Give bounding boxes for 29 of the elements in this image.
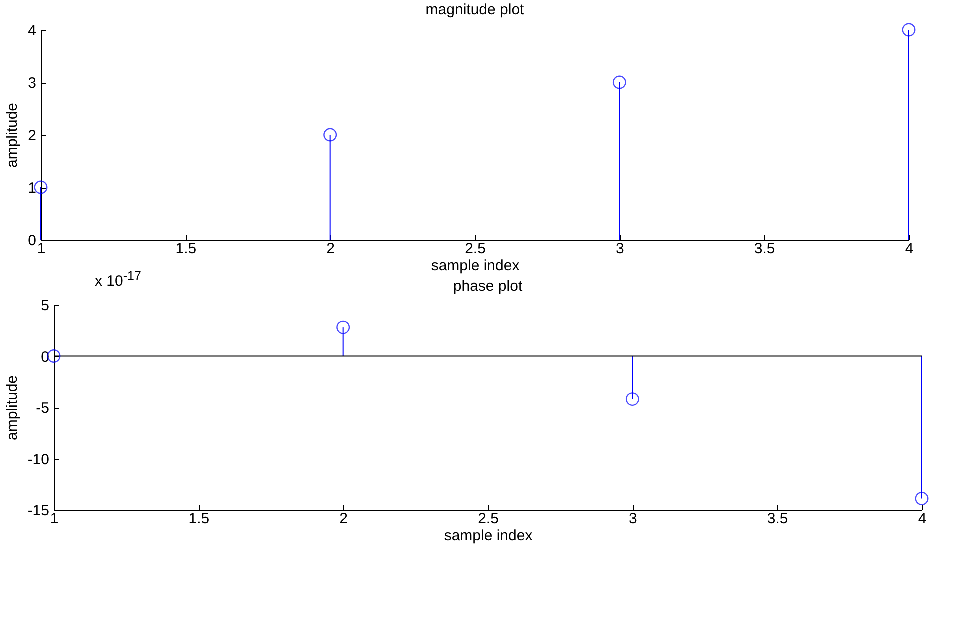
x-tick-label: 3.5 — [767, 510, 788, 528]
x-tick-label: 4 — [918, 510, 927, 528]
y-axis-title: amplitude — [4, 102, 22, 168]
chart-title: phase plot — [453, 278, 524, 295]
x-tick-label: 3 — [616, 240, 624, 258]
y-tick-label: 0 — [28, 232, 36, 250]
x-tick-label: 2 — [326, 240, 336, 258]
chart-title: magnitude plot — [426, 1, 526, 18]
x-tick-label: 4 — [905, 240, 914, 258]
y-tick-label: 5 — [41, 298, 50, 314]
x-tick-label: 2.5 — [465, 240, 486, 258]
y-axis-title: amplitude — [4, 375, 21, 441]
y-tick-label: 0 — [41, 348, 50, 366]
y-tick-label: 4 — [28, 22, 36, 40]
x-axis-title: sample index — [444, 528, 534, 544]
x-tick-label: 3 — [628, 510, 638, 528]
x-tick-label: 1.5 — [176, 240, 197, 258]
y-tick-label: -5 — [36, 400, 50, 417]
y-tick-label: 2 — [28, 128, 36, 144]
x-tick-label: 1.5 — [188, 510, 210, 528]
y-tick-label: -15 — [28, 502, 50, 520]
x-tick-label: 3.5 — [754, 240, 776, 258]
y-tick-label: -10 — [28, 451, 50, 468]
x-tick-label: 2.5 — [478, 510, 499, 528]
y-tick-label: 1 — [28, 180, 36, 197]
x-tick-label: 2 — [340, 510, 348, 528]
x-axis-title: sample index — [431, 258, 520, 274]
y-tick-label: 3 — [28, 75, 36, 92]
axis-multiplier-note: x 10$^{-17}$ — [95, 269, 142, 290]
